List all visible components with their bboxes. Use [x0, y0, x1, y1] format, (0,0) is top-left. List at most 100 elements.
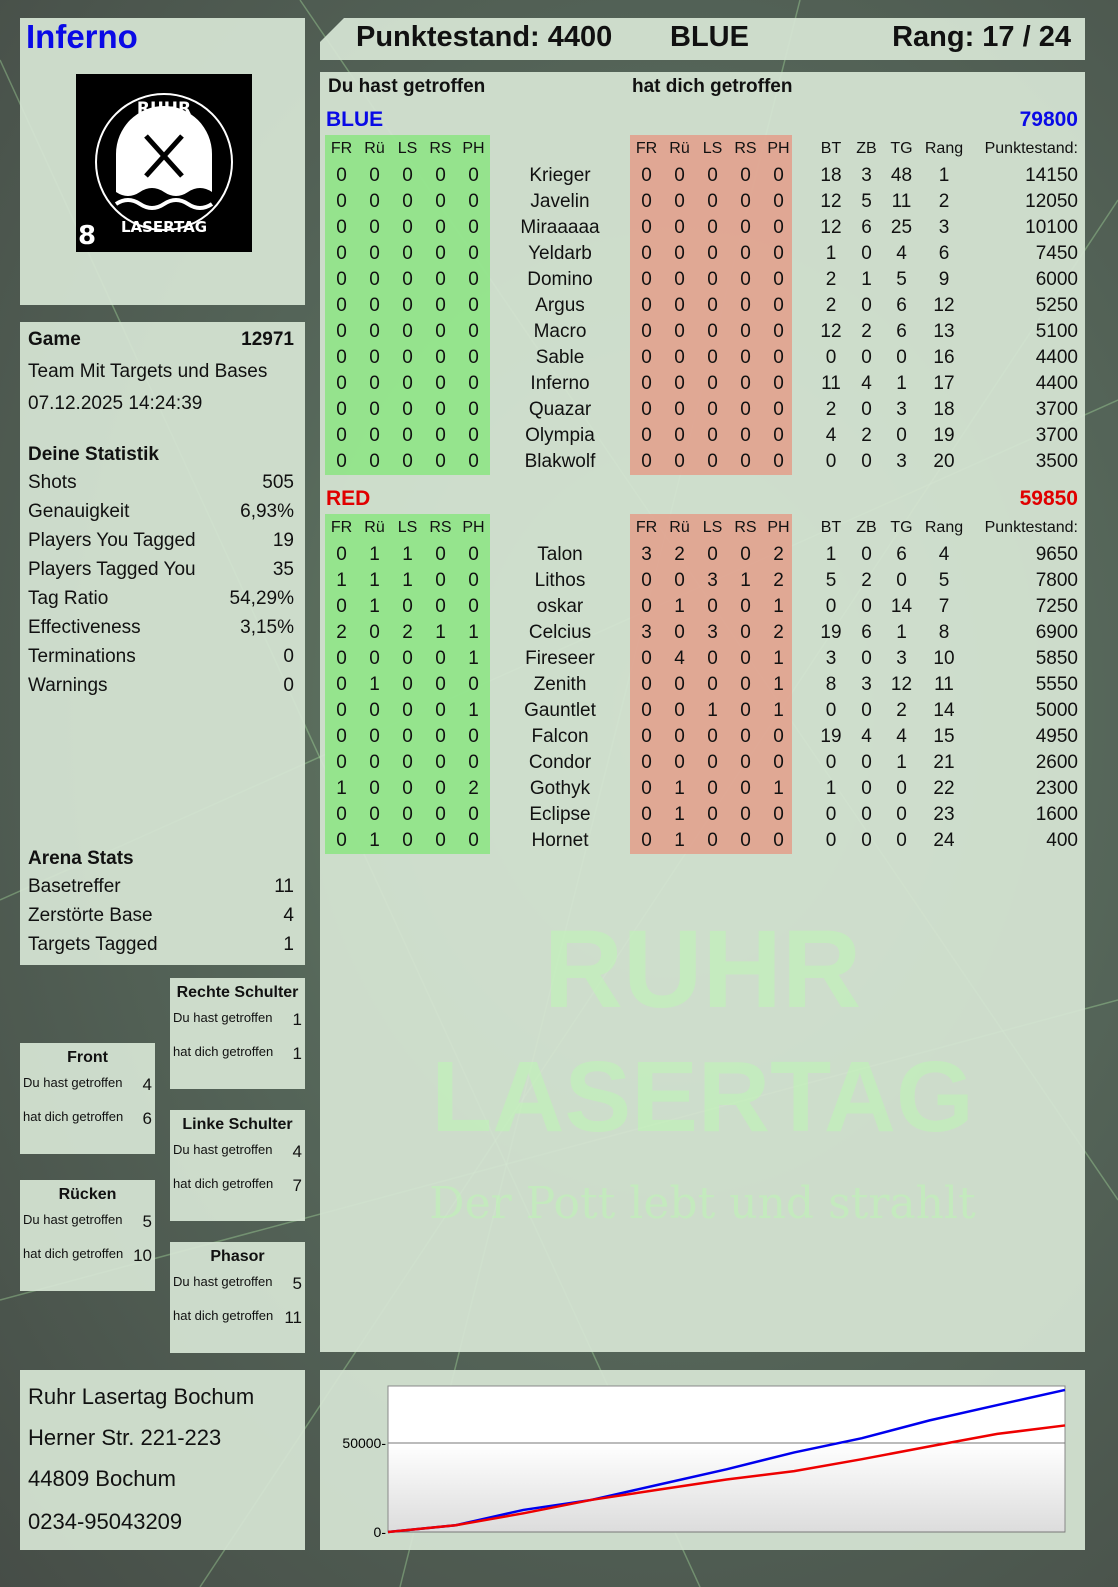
- player-stat: 0: [402, 321, 413, 342]
- y-tick-label: 0-: [374, 1524, 387, 1540]
- player-stat: 0: [468, 425, 479, 446]
- player-stat: 1: [468, 622, 479, 643]
- column-header: Punktestand:: [984, 140, 1078, 157]
- player-stat: 0: [825, 347, 837, 368]
- stat-row: Genauigkeit 6,93%: [28, 501, 294, 523]
- zone-got-row: hat dich getroffen 10: [20, 1246, 155, 1272]
- player-stat: 0: [369, 752, 380, 773]
- player-row: 0 0 0 0 0 Miraaaaa 0 0 0 0 0 12 6 25 3 10100: [325, 215, 1080, 241]
- player-stat: 0: [435, 269, 446, 290]
- player-stat: 48: [890, 165, 913, 186]
- player-stat: 4950: [1035, 726, 1078, 747]
- player-stat: 0: [740, 399, 751, 420]
- zone-got-label: hat dich getroffen: [23, 1246, 124, 1261]
- column-header: PH: [767, 140, 790, 157]
- player-stat: 0: [861, 347, 872, 368]
- player-stat: 2600: [1035, 752, 1078, 773]
- player-stat: 0: [336, 321, 347, 342]
- player-stat: 6: [896, 321, 907, 342]
- player-stat: 0: [641, 347, 652, 368]
- zone-got-label: hat dich getroffen: [173, 1308, 274, 1323]
- zone-hit-value: 5: [292, 1274, 302, 1293]
- player-stat: 3500: [1035, 451, 1078, 472]
- player-stat: 0: [641, 726, 652, 747]
- player-name: Eclipse: [529, 804, 591, 825]
- game-label: Game: [28, 329, 81, 350]
- zone-hit-label: Du hast getroffen: [23, 1212, 123, 1227]
- player-stat: 0: [674, 347, 685, 368]
- player-stat: 0: [641, 752, 652, 773]
- player-stat: 0: [740, 321, 751, 342]
- player-stat: 0: [435, 752, 446, 773]
- body-zone-r-cken: Rücken Du hast getroffen 5 hat dich getroff…: [20, 1180, 155, 1291]
- player-stat: 0: [896, 830, 907, 851]
- zone-got-label: hat dich getroffen: [173, 1176, 274, 1191]
- player-row: 0 0 0 0 0 Falcon 0 0 0 0 0 19 4 4 15 4950: [325, 724, 1080, 750]
- column-header: Rü: [669, 140, 690, 157]
- player-stat: 0: [641, 321, 652, 342]
- player-stat: 4: [674, 648, 685, 669]
- player-stat: 0: [740, 622, 751, 643]
- player-stat: 20: [933, 451, 955, 472]
- player-name: Zenith: [533, 674, 587, 695]
- player-stat: 0: [707, 726, 718, 747]
- team-name: BLUE: [326, 108, 384, 131]
- player-stat: 0: [740, 269, 751, 290]
- player-stat: 0: [773, 269, 784, 290]
- player-stat: 0: [641, 830, 652, 851]
- zone-got-label: hat dich getroffen: [173, 1044, 274, 1059]
- player-stat: 0: [369, 243, 380, 264]
- player-stat: 0: [402, 804, 413, 825]
- player-stat: 0: [402, 648, 413, 669]
- player-name: Talon: [537, 544, 583, 565]
- column-header: PH: [767, 519, 790, 536]
- player-stat: 0: [707, 425, 718, 446]
- zone-got-row: hat dich getroffen 6: [20, 1109, 155, 1135]
- player-stat: 0: [336, 451, 347, 472]
- player-stat: 0: [369, 321, 380, 342]
- player-stat: 0: [896, 425, 907, 446]
- body-zone-front: Front Du hast getroffen 4 hat dich getroffe…: [20, 1043, 155, 1154]
- player-stat: 0: [773, 830, 784, 851]
- player-stat: 0: [740, 596, 751, 617]
- column-header: FR: [330, 140, 353, 157]
- player-stat: 0: [825, 830, 837, 851]
- player-stat: 0: [773, 191, 784, 212]
- column-header: RS: [429, 140, 452, 157]
- player-stat: 0: [740, 778, 751, 799]
- player-stat: 0: [861, 243, 872, 264]
- player-name: Gauntlet: [524, 700, 596, 721]
- red-team-line: [387, 1424, 1066, 1534]
- player-stat: 0: [641, 570, 652, 591]
- player-stat: 18: [820, 165, 842, 186]
- player-stat: 0: [336, 830, 347, 851]
- player-stat: 0: [641, 399, 652, 420]
- player-stat: 0: [707, 243, 718, 264]
- player-stat: 0: [468, 544, 479, 565]
- player-stat: 0: [773, 752, 784, 773]
- player-stat: 3: [641, 544, 652, 565]
- player-stat: 0: [402, 191, 413, 212]
- column-header: ZB: [856, 140, 877, 157]
- svg-text:LASERTAG: LASERTAG: [121, 218, 207, 236]
- player-stat: 0: [707, 295, 718, 316]
- player-stat: 0: [369, 425, 380, 446]
- player-stat: 0: [740, 830, 751, 851]
- player-stat: 0: [369, 269, 380, 290]
- player-stat: 0: [402, 700, 413, 721]
- zone-title: Rücken: [58, 1186, 117, 1203]
- score-chart: 0- 50000-: [342, 1385, 1066, 1540]
- player-stat: 19: [820, 622, 842, 643]
- player-row: 0 0 0 0 0 Argus 0 0 0 0 0 2 0 6 12 5250: [325, 293, 1080, 319]
- player-stat: 5: [861, 191, 872, 212]
- player-row: 0 0 0 0 0 Krieger 0 0 0 0 0 18 3 48 1 14150: [325, 163, 1080, 189]
- player-stat: 0: [336, 399, 347, 420]
- game-mode-text: Team Mit Targets und Bases: [28, 361, 268, 382]
- player-name: Lithos: [534, 570, 586, 591]
- player-stat: 1: [773, 596, 784, 617]
- player-stat: 0: [402, 165, 413, 186]
- player-stat: 0: [336, 191, 347, 212]
- address-line: Herner Str. 221-223: [28, 1425, 222, 1450]
- zone-got-row: hat dich getroffen 1: [170, 1044, 305, 1070]
- player-row: 0 0 0 0 0 Inferno 0 0 0 0 0 11 4 1 17 4400: [325, 371, 1080, 397]
